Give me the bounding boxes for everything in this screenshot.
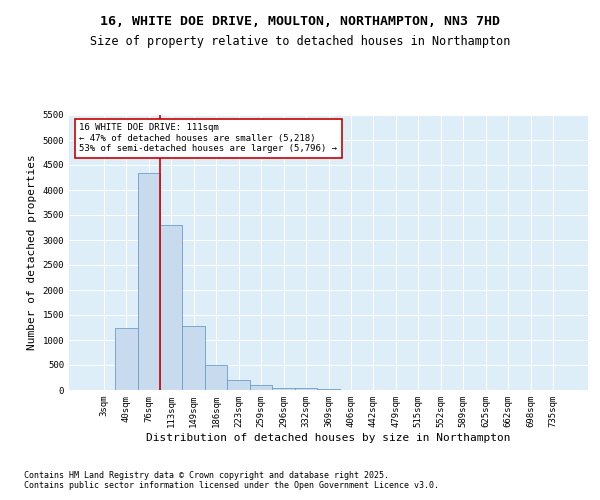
- Bar: [137, 172, 160, 390]
- Bar: [182, 326, 205, 390]
- Text: 16 WHITE DOE DRIVE: 111sqm
← 47% of detached houses are smaller (5,218)
53% of s: 16 WHITE DOE DRIVE: 111sqm ← 47% of deta…: [79, 123, 337, 153]
- Bar: [227, 380, 250, 390]
- Text: Contains HM Land Registry data © Crown copyright and database right 2025.
Contai: Contains HM Land Registry data © Crown c…: [24, 470, 439, 490]
- Bar: [250, 385, 272, 390]
- Bar: [205, 365, 227, 390]
- Y-axis label: Number of detached properties: Number of detached properties: [27, 154, 37, 350]
- X-axis label: Distribution of detached houses by size in Northampton: Distribution of detached houses by size …: [146, 432, 511, 442]
- Bar: [272, 388, 295, 390]
- Bar: [295, 388, 317, 390]
- Bar: [317, 388, 340, 390]
- Text: Size of property relative to detached houses in Northampton: Size of property relative to detached ho…: [90, 35, 510, 48]
- Bar: [160, 225, 182, 390]
- Bar: [115, 328, 137, 390]
- Text: 16, WHITE DOE DRIVE, MOULTON, NORTHAMPTON, NN3 7HD: 16, WHITE DOE DRIVE, MOULTON, NORTHAMPTO…: [100, 15, 500, 28]
